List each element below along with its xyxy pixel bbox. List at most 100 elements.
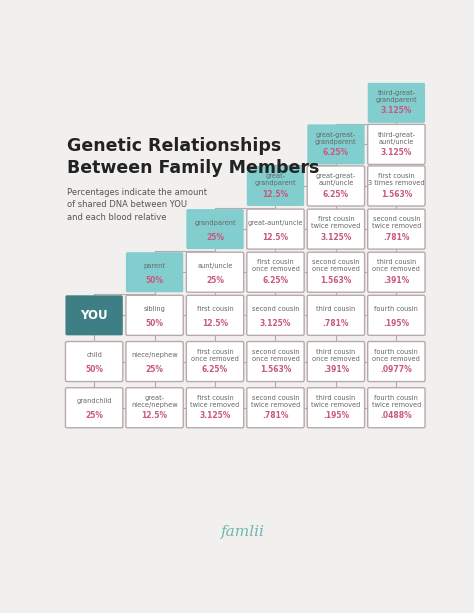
Text: parent: parent xyxy=(144,263,165,269)
FancyBboxPatch shape xyxy=(307,341,365,381)
FancyBboxPatch shape xyxy=(186,209,244,249)
Text: third cousin
once removed: third cousin once removed xyxy=(312,349,360,362)
FancyBboxPatch shape xyxy=(368,209,425,249)
Text: third cousin
twice removed: third cousin twice removed xyxy=(311,395,361,408)
Text: .195%: .195% xyxy=(383,319,410,328)
Text: .0977%: .0977% xyxy=(381,365,412,374)
Text: 6.25%: 6.25% xyxy=(263,276,289,285)
Text: .781%: .781% xyxy=(383,233,410,242)
Text: 25%: 25% xyxy=(206,276,224,285)
Text: Genetic Relationships
Between Family Members: Genetic Relationships Between Family Mem… xyxy=(67,137,319,177)
Text: niece/nephew: niece/nephew xyxy=(131,352,178,358)
FancyBboxPatch shape xyxy=(186,252,244,292)
FancyBboxPatch shape xyxy=(307,295,365,335)
FancyBboxPatch shape xyxy=(247,387,304,428)
Text: 1.563%: 1.563% xyxy=(381,189,412,199)
FancyBboxPatch shape xyxy=(65,341,123,381)
FancyBboxPatch shape xyxy=(368,83,425,123)
Text: 3.125%: 3.125% xyxy=(381,148,412,157)
Text: child: child xyxy=(86,352,102,358)
FancyBboxPatch shape xyxy=(368,252,425,292)
Text: first cousin
3 times removed: first cousin 3 times removed xyxy=(368,173,425,186)
Text: 25%: 25% xyxy=(206,233,224,242)
FancyBboxPatch shape xyxy=(368,387,425,428)
FancyBboxPatch shape xyxy=(186,295,244,335)
Text: sibling: sibling xyxy=(144,306,165,312)
Text: fourth cousin
once removed: fourth cousin once removed xyxy=(373,349,420,362)
FancyBboxPatch shape xyxy=(126,387,183,428)
Text: great-
niece/nephew: great- niece/nephew xyxy=(131,395,178,408)
FancyBboxPatch shape xyxy=(307,124,365,164)
Text: 12.5%: 12.5% xyxy=(202,319,228,328)
Text: great-great-
grandparent: great-great- grandparent xyxy=(315,132,357,145)
FancyBboxPatch shape xyxy=(65,295,123,335)
FancyBboxPatch shape xyxy=(126,252,183,292)
FancyBboxPatch shape xyxy=(247,252,304,292)
Text: 12.5%: 12.5% xyxy=(263,189,289,199)
FancyBboxPatch shape xyxy=(126,341,183,381)
Text: great-
grandparent: great- grandparent xyxy=(255,173,296,186)
Text: 3.125%: 3.125% xyxy=(260,319,291,328)
FancyBboxPatch shape xyxy=(368,166,425,206)
Text: aunt/uncle: aunt/uncle xyxy=(197,263,233,269)
Text: second cousin: second cousin xyxy=(252,306,299,312)
FancyBboxPatch shape xyxy=(186,387,244,428)
Text: 6.25%: 6.25% xyxy=(323,189,349,199)
Text: first cousin
twice removed: first cousin twice removed xyxy=(191,395,240,408)
Text: .195%: .195% xyxy=(323,411,349,421)
Text: 3.125%: 3.125% xyxy=(320,233,352,242)
FancyBboxPatch shape xyxy=(368,341,425,381)
Text: .0488%: .0488% xyxy=(381,411,412,421)
Text: .781%: .781% xyxy=(262,411,289,421)
Text: third cousin
once removed: third cousin once removed xyxy=(373,259,420,272)
Text: 25%: 25% xyxy=(85,411,103,421)
FancyBboxPatch shape xyxy=(126,295,183,335)
Text: 50%: 50% xyxy=(146,319,164,328)
Text: 50%: 50% xyxy=(85,365,103,374)
Text: great-aunt/uncle: great-aunt/uncle xyxy=(248,220,303,226)
Text: 1.563%: 1.563% xyxy=(260,365,291,374)
Text: Percentages indicate the amount
of shared DNA between YOU
and each blood relativ: Percentages indicate the amount of share… xyxy=(67,188,207,223)
Text: grandparent: grandparent xyxy=(194,220,236,226)
FancyBboxPatch shape xyxy=(307,387,365,428)
Text: .391%: .391% xyxy=(323,365,349,374)
Text: YOU: YOU xyxy=(80,309,108,322)
Text: 12.5%: 12.5% xyxy=(142,411,168,421)
Text: famlii: famlii xyxy=(221,525,265,539)
Text: third-great-
grandparent: third-great- grandparent xyxy=(375,90,417,103)
Text: third-great-
aunt/uncle: third-great- aunt/uncle xyxy=(377,132,415,145)
FancyBboxPatch shape xyxy=(65,387,123,428)
Text: second cousin
twice removed: second cousin twice removed xyxy=(251,395,300,408)
FancyBboxPatch shape xyxy=(307,252,365,292)
Text: grandchild: grandchild xyxy=(76,398,112,405)
Text: second cousin
once removed: second cousin once removed xyxy=(312,259,360,272)
Text: fourth cousin: fourth cousin xyxy=(374,306,419,312)
Text: third cousin: third cousin xyxy=(316,306,356,312)
Text: 3.125%: 3.125% xyxy=(381,107,412,115)
FancyBboxPatch shape xyxy=(307,209,365,249)
Text: first cousin
once removed: first cousin once removed xyxy=(191,349,239,362)
Text: first cousin
once removed: first cousin once removed xyxy=(252,259,300,272)
Text: second cousin
once removed: second cousin once removed xyxy=(252,349,300,362)
Text: first cousin
twice removed: first cousin twice removed xyxy=(311,216,361,229)
FancyBboxPatch shape xyxy=(247,209,304,249)
Text: second cousin
twice removed: second cousin twice removed xyxy=(372,216,421,229)
Text: .391%: .391% xyxy=(383,276,410,285)
Text: first cousin: first cousin xyxy=(197,306,233,312)
Text: 12.5%: 12.5% xyxy=(263,233,289,242)
Text: 6.25%: 6.25% xyxy=(202,365,228,374)
FancyBboxPatch shape xyxy=(368,295,425,335)
FancyBboxPatch shape xyxy=(247,341,304,381)
Text: great-great-
aunt/uncle: great-great- aunt/uncle xyxy=(316,173,356,186)
Text: .781%: .781% xyxy=(323,319,349,328)
Text: 3.125%: 3.125% xyxy=(200,411,231,421)
FancyBboxPatch shape xyxy=(186,341,244,381)
Text: 25%: 25% xyxy=(146,365,164,374)
FancyBboxPatch shape xyxy=(247,295,304,335)
FancyBboxPatch shape xyxy=(247,166,304,206)
Text: 6.25%: 6.25% xyxy=(323,148,349,157)
Text: fourth cousin
twice removed: fourth cousin twice removed xyxy=(372,395,421,408)
Text: 50%: 50% xyxy=(146,276,164,285)
Text: 1.563%: 1.563% xyxy=(320,276,352,285)
FancyBboxPatch shape xyxy=(307,166,365,206)
